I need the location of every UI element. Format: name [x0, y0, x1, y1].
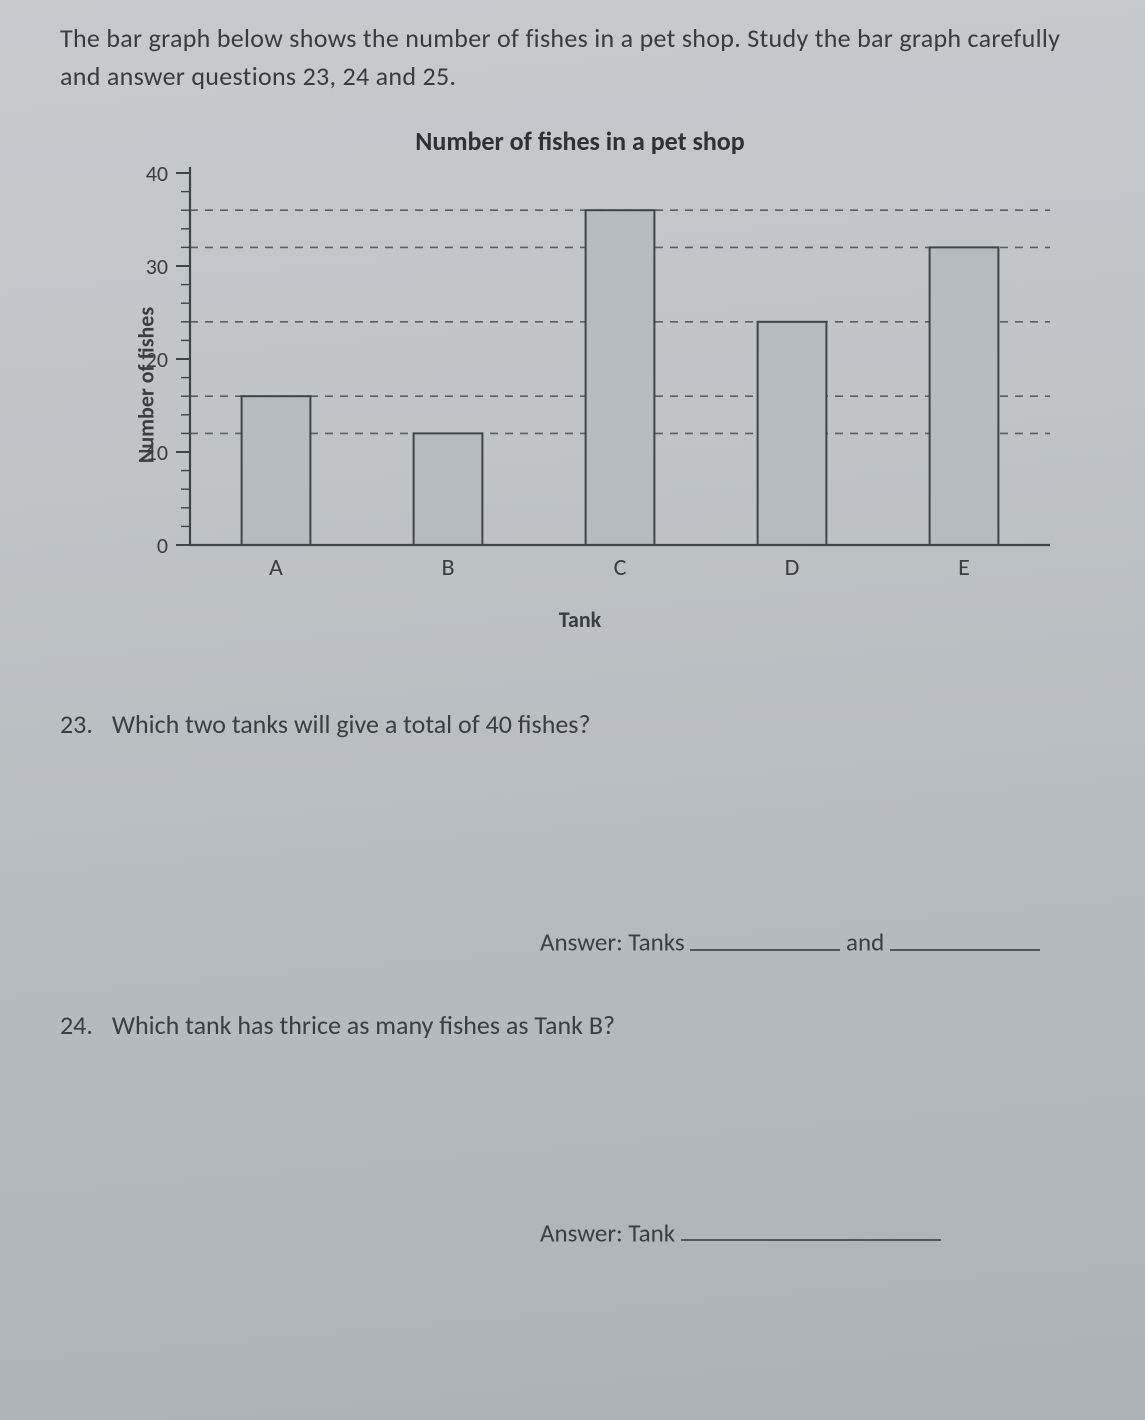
- chart-svg: ABCDE010203040: [80, 125, 1060, 595]
- svg-text:40: 40: [146, 160, 168, 187]
- svg-text:A: A: [269, 553, 283, 582]
- question-text: Which tank has thrice as many fishes as …: [112, 1009, 615, 1041]
- svg-text:C: C: [614, 553, 627, 582]
- answer-line-24: Answer: Tank: [60, 1215, 1095, 1248]
- answer-prefix: Answer: Tanks: [540, 927, 685, 958]
- svg-text:30: 30: [146, 253, 168, 280]
- questions-block: 23. Which two tanks will give a total of…: [60, 705, 1095, 1248]
- question-number: 23.: [60, 705, 106, 744]
- x-axis-label: Tank: [80, 606, 1080, 633]
- question-23: 23. Which two tanks will give a total of…: [60, 705, 1095, 744]
- question-text: Which two tanks will give a total of 40 …: [112, 708, 591, 740]
- svg-text:B: B: [441, 553, 454, 582]
- answer-blank[interactable]: [690, 924, 840, 950]
- answer-blank[interactable]: [681, 1215, 941, 1241]
- question-number: 24.: [60, 1006, 106, 1045]
- answer-blank[interactable]: [890, 924, 1040, 950]
- answer-line-23: Answer: Tanks and: [60, 924, 1095, 957]
- bar-chart: Number of fishes in a pet shop Number of…: [80, 125, 1080, 625]
- intro-paragraph: The bar graph below shows the number of …: [60, 20, 1095, 95]
- question-24: 24. Which tank has thrice as many fishes…: [60, 1006, 1095, 1045]
- svg-text:D: D: [785, 553, 800, 582]
- chart-title: Number of fishes in a pet shop: [80, 125, 1080, 157]
- y-axis-label: Number of fishes: [133, 307, 160, 463]
- answer-conjunction: and: [846, 927, 884, 958]
- answer-prefix: Answer: Tank: [540, 1217, 675, 1248]
- svg-text:E: E: [958, 553, 970, 582]
- svg-text:0: 0: [157, 532, 168, 559]
- worksheet-page: The bar graph below shows the number of …: [0, 0, 1145, 1420]
